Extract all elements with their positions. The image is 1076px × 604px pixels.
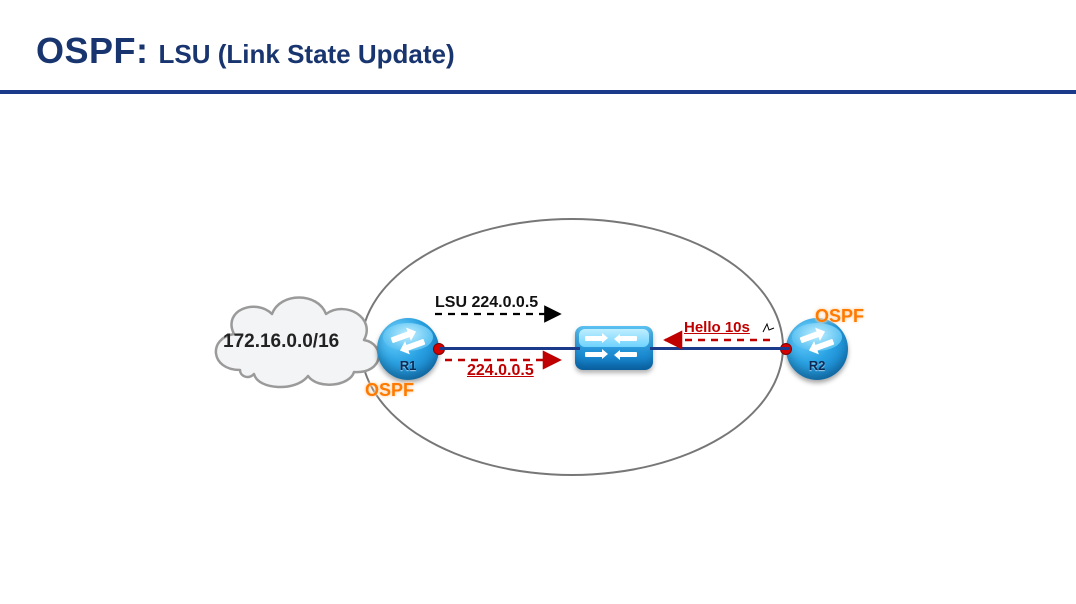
link-switch-r2	[650, 347, 790, 350]
title-main: OSPF:	[36, 30, 149, 72]
network-label: 172.16.0.0/16	[223, 331, 339, 353]
ospf-badge-r1: OSPF	[365, 380, 414, 401]
title-row: OSPF: LSU (Link State Update)	[36, 30, 1040, 72]
multicast-label-red: 224.0.0.5	[467, 362, 534, 380]
slide: { "title": { "main": "OSPF:", "sub": "LS…	[0, 0, 1076, 604]
link-r1-switch	[440, 347, 580, 350]
router-r1-label: R1	[377, 358, 439, 373]
router-r2-label: R2	[786, 358, 848, 373]
title-rule	[0, 90, 1076, 94]
ospf-badge-r2: OSPF	[815, 306, 864, 327]
lsu-top-label: LSU 224.0.0.5	[435, 294, 538, 312]
switch-icon	[575, 326, 653, 370]
hello-label-red: Hello 10s	[684, 319, 750, 336]
title-sub: LSU (Link State Update)	[159, 39, 455, 70]
router-r1: R1	[377, 318, 439, 380]
router-r2: R2	[786, 318, 848, 380]
